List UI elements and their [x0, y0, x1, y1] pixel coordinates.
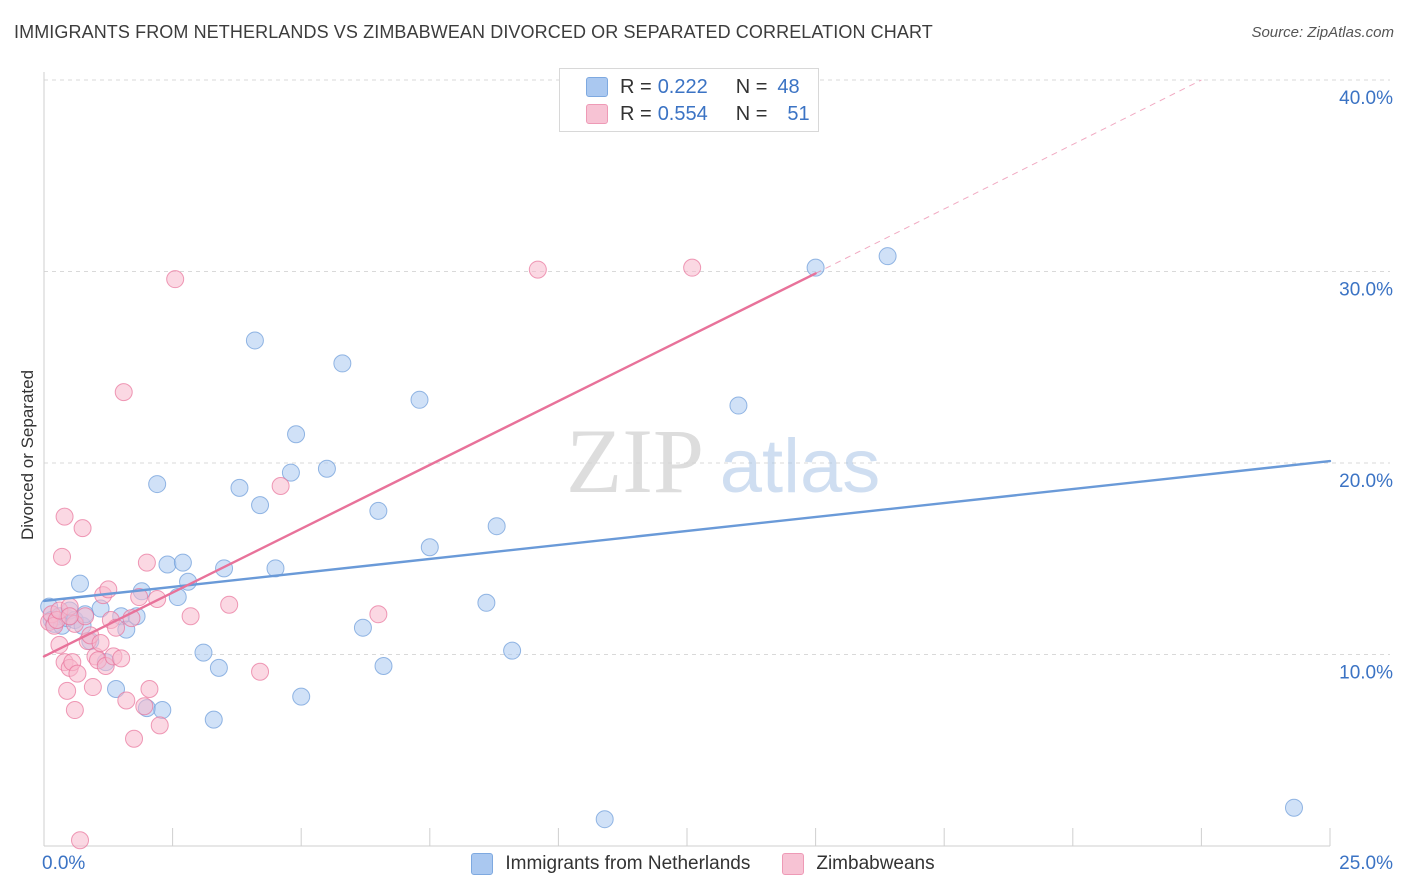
netherlands-point — [71, 574, 90, 593]
zimbabweans-point — [58, 681, 77, 700]
zimbabweans-point — [135, 697, 154, 716]
zimbabweans-point — [60, 607, 79, 626]
legend-item-zimbabweans[interactable]: Zimbabweans — [782, 853, 935, 875]
zimbabweans-point — [683, 258, 702, 277]
axes — [43, 72, 1331, 847]
zimbabweans-point — [68, 664, 87, 683]
legend-swatch-zimbabweans — [782, 853, 805, 875]
netherlands-trend-line — [42, 459, 1332, 603]
legend-swatch-netherlands — [471, 853, 494, 875]
source-label: Source: ZipAtlas.com — [1251, 24, 1394, 41]
legend-r-value: 0.222 — [657, 75, 708, 98]
netherlands-point — [595, 810, 614, 829]
y-tick-label: 20.0% — [1339, 471, 1393, 492]
legend-n-value: 48 — [777, 75, 800, 98]
legend-swatch-zimbabweans — [586, 104, 608, 124]
zimbabweans-point — [251, 662, 270, 681]
zimbabweans-point — [130, 588, 149, 607]
netherlands-point — [194, 643, 213, 662]
netherlands-point — [204, 710, 223, 729]
legend-n-label: N = — [735, 75, 768, 98]
netherlands-point — [158, 555, 177, 574]
legend-label-zimbabweans: Zimbabweans — [816, 853, 935, 874]
netherlands-point — [173, 553, 192, 572]
zimbabweans-point — [91, 634, 110, 653]
netherlands-point — [209, 658, 228, 677]
zimbabweans-point — [83, 678, 102, 697]
netherlands-point — [503, 641, 522, 660]
netherlands-point — [107, 679, 126, 698]
zimbabweans-point — [181, 607, 200, 626]
legend-n-value: 51 — [787, 102, 810, 125]
series-legend: Immigrants from Netherlands Zimbabweans — [0, 851, 1406, 877]
zimbabweans-trend-extension — [815, 79, 1202, 274]
tick-labels: 10.0% 20.0% 30.0% 40.0% 0.0% 25.0% — [42, 88, 1393, 874]
netherlands-point — [292, 687, 311, 706]
watermark-zip: ZIP — [566, 410, 704, 512]
netherlands-point — [153, 701, 172, 720]
legend-r-label: R = — [620, 102, 652, 125]
zimbabweans-point — [112, 649, 131, 668]
netherlands-point — [487, 517, 506, 536]
netherlands-point — [410, 390, 429, 409]
zimbabweans-point — [55, 507, 74, 526]
legend-swatch-netherlands — [586, 77, 608, 97]
netherlands-point — [374, 656, 393, 675]
legend-label-netherlands: Immigrants from Netherlands — [505, 853, 751, 874]
netherlands-point — [369, 501, 388, 520]
netherlands-point — [878, 247, 897, 266]
watermark-atlas: atlas — [720, 424, 881, 509]
netherlands-point — [1284, 798, 1303, 817]
zimbabweans-point — [117, 691, 136, 710]
netherlands-point — [806, 258, 825, 277]
y-tick-label: 40.0% — [1339, 88, 1393, 109]
zimbabweans-point — [528, 260, 547, 279]
x-tick-label: 0.0% — [42, 853, 85, 874]
legend-row-zimbabweans: R = 0.554 N = 51 — [586, 102, 810, 126]
netherlands-point — [230, 478, 249, 497]
netherlands-point — [420, 538, 439, 557]
y-tick-label: 10.0% — [1339, 663, 1393, 684]
netherlands-point — [287, 425, 306, 444]
chart-title: IMMIGRANTS FROM NETHERLANDS VS ZIMBABWEA… — [14, 22, 933, 42]
zimbabweans-point — [166, 270, 185, 289]
netherlands-point — [333, 354, 352, 373]
netherlands-point — [317, 459, 336, 478]
zimbabweans-point — [220, 595, 239, 614]
zimbabweans-point — [76, 607, 95, 626]
zimbabweans-point — [73, 519, 92, 538]
netherlands-point — [353, 618, 372, 637]
netherlands-point — [477, 593, 496, 612]
netherlands-point — [281, 463, 300, 482]
x-tick-label: 25.0% — [1339, 853, 1393, 874]
trend-lines — [42, 79, 1332, 658]
zimbabweans-point — [137, 553, 156, 572]
zimbabweans-point — [140, 679, 159, 698]
legend-r-value: 0.554 — [657, 102, 708, 125]
netherlands-point — [729, 396, 748, 415]
zimbabweans-point — [369, 605, 388, 624]
legend-n-label: N = — [735, 102, 768, 125]
netherlands-point — [251, 496, 270, 515]
netherlands-point — [148, 475, 167, 494]
legend-item-netherlands[interactable]: Immigrants from Netherlands — [471, 853, 750, 875]
zimbabweans-point — [114, 383, 133, 402]
zimbabweans-point — [71, 831, 90, 850]
zimbabweans-point — [271, 476, 290, 495]
zimbabweans-point — [53, 547, 72, 566]
gridlines — [44, 79, 1390, 655]
zimbabweans-point — [125, 729, 144, 748]
zimbabweans-point — [65, 701, 84, 720]
legend-r-label: R = — [620, 75, 652, 98]
zimbabweans-point — [150, 716, 169, 735]
correlation-legend: R = 0.222 N = 48 R = 0.554 N = 51 — [559, 68, 819, 132]
legend-row-netherlands: R = 0.222 N = 48 — [586, 75, 800, 99]
data-points — [40, 247, 1303, 850]
netherlands-point — [245, 331, 264, 350]
y-tick-label: 30.0% — [1339, 280, 1393, 301]
zimbabweans-trend-line — [42, 272, 817, 658]
